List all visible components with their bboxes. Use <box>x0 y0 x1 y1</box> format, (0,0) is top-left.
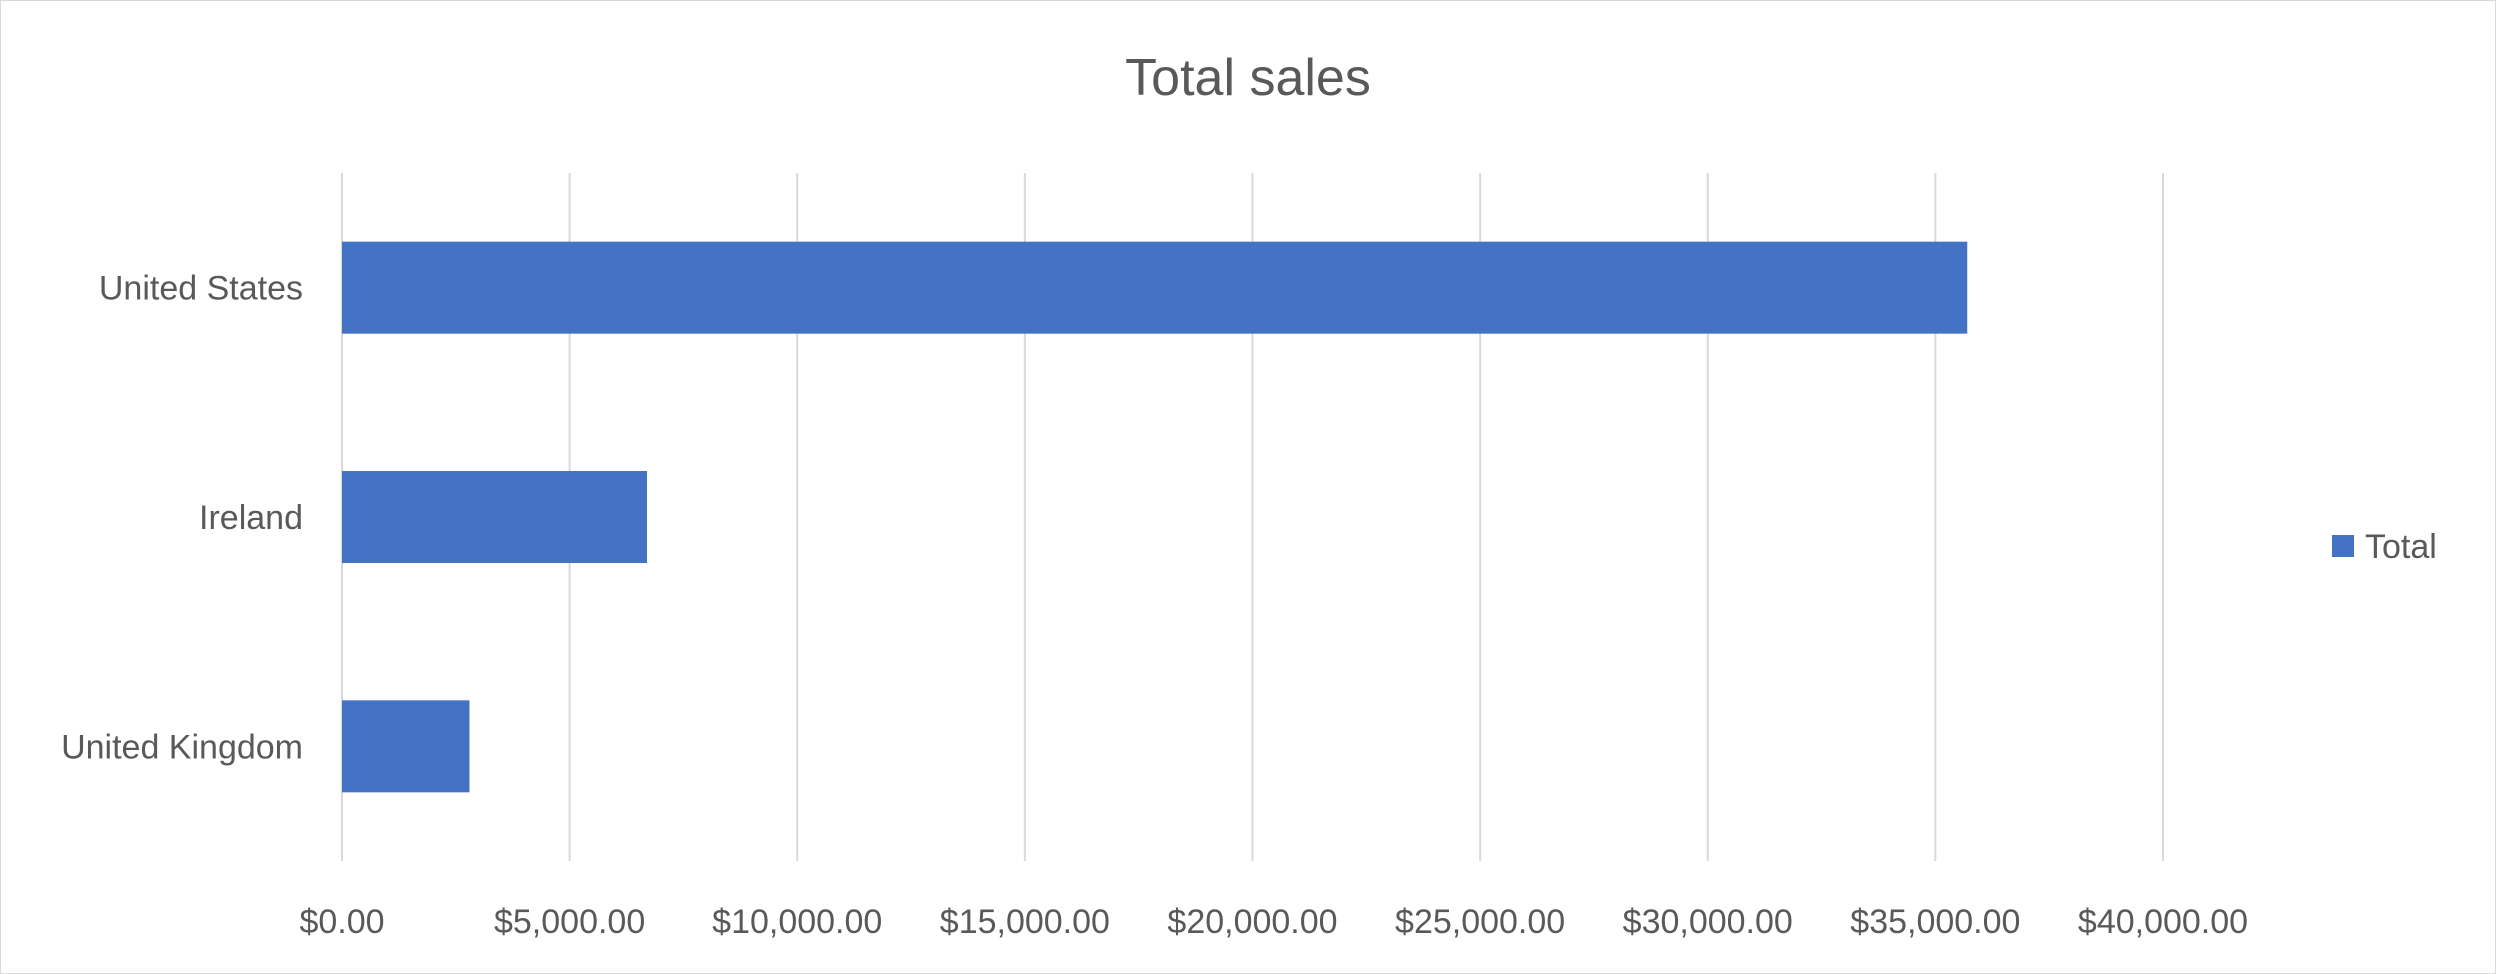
bar <box>342 471 648 563</box>
x-tick-labels: $0.00 $5,000.00 $10,000.00 $15,000.00 $20,00… <box>299 903 2248 941</box>
category-label: United States <box>99 270 303 308</box>
x-tick-label: $35,000.00 <box>1850 903 2020 941</box>
x-tick-label: $5,000.00 <box>494 903 645 941</box>
bars <box>342 241 1968 793</box>
x-tick-label: $10,000.00 <box>712 903 882 941</box>
x-tick-label: $30,000.00 <box>1623 903 1793 941</box>
category-labels: United States Ireland United Kingdom <box>61 270 303 767</box>
x-tick-label: $20,000.00 <box>1167 903 1337 941</box>
legend-label: Total <box>2365 528 2437 566</box>
x-tick-label: $15,000.00 <box>940 903 1110 941</box>
x-tick-label: $25,000.00 <box>1395 903 1565 941</box>
category-label: United Kingdom <box>61 728 303 766</box>
legend-swatch <box>2332 535 2354 557</box>
bar <box>342 700 470 793</box>
category-label: Ireland <box>199 499 303 537</box>
x-tick-label: $0.00 <box>299 903 384 941</box>
x-tick-label: $40,000.00 <box>2078 903 2248 941</box>
legend: Total <box>2332 528 2437 566</box>
bar <box>342 241 1968 334</box>
chart-title: Total sales <box>1125 49 1371 107</box>
